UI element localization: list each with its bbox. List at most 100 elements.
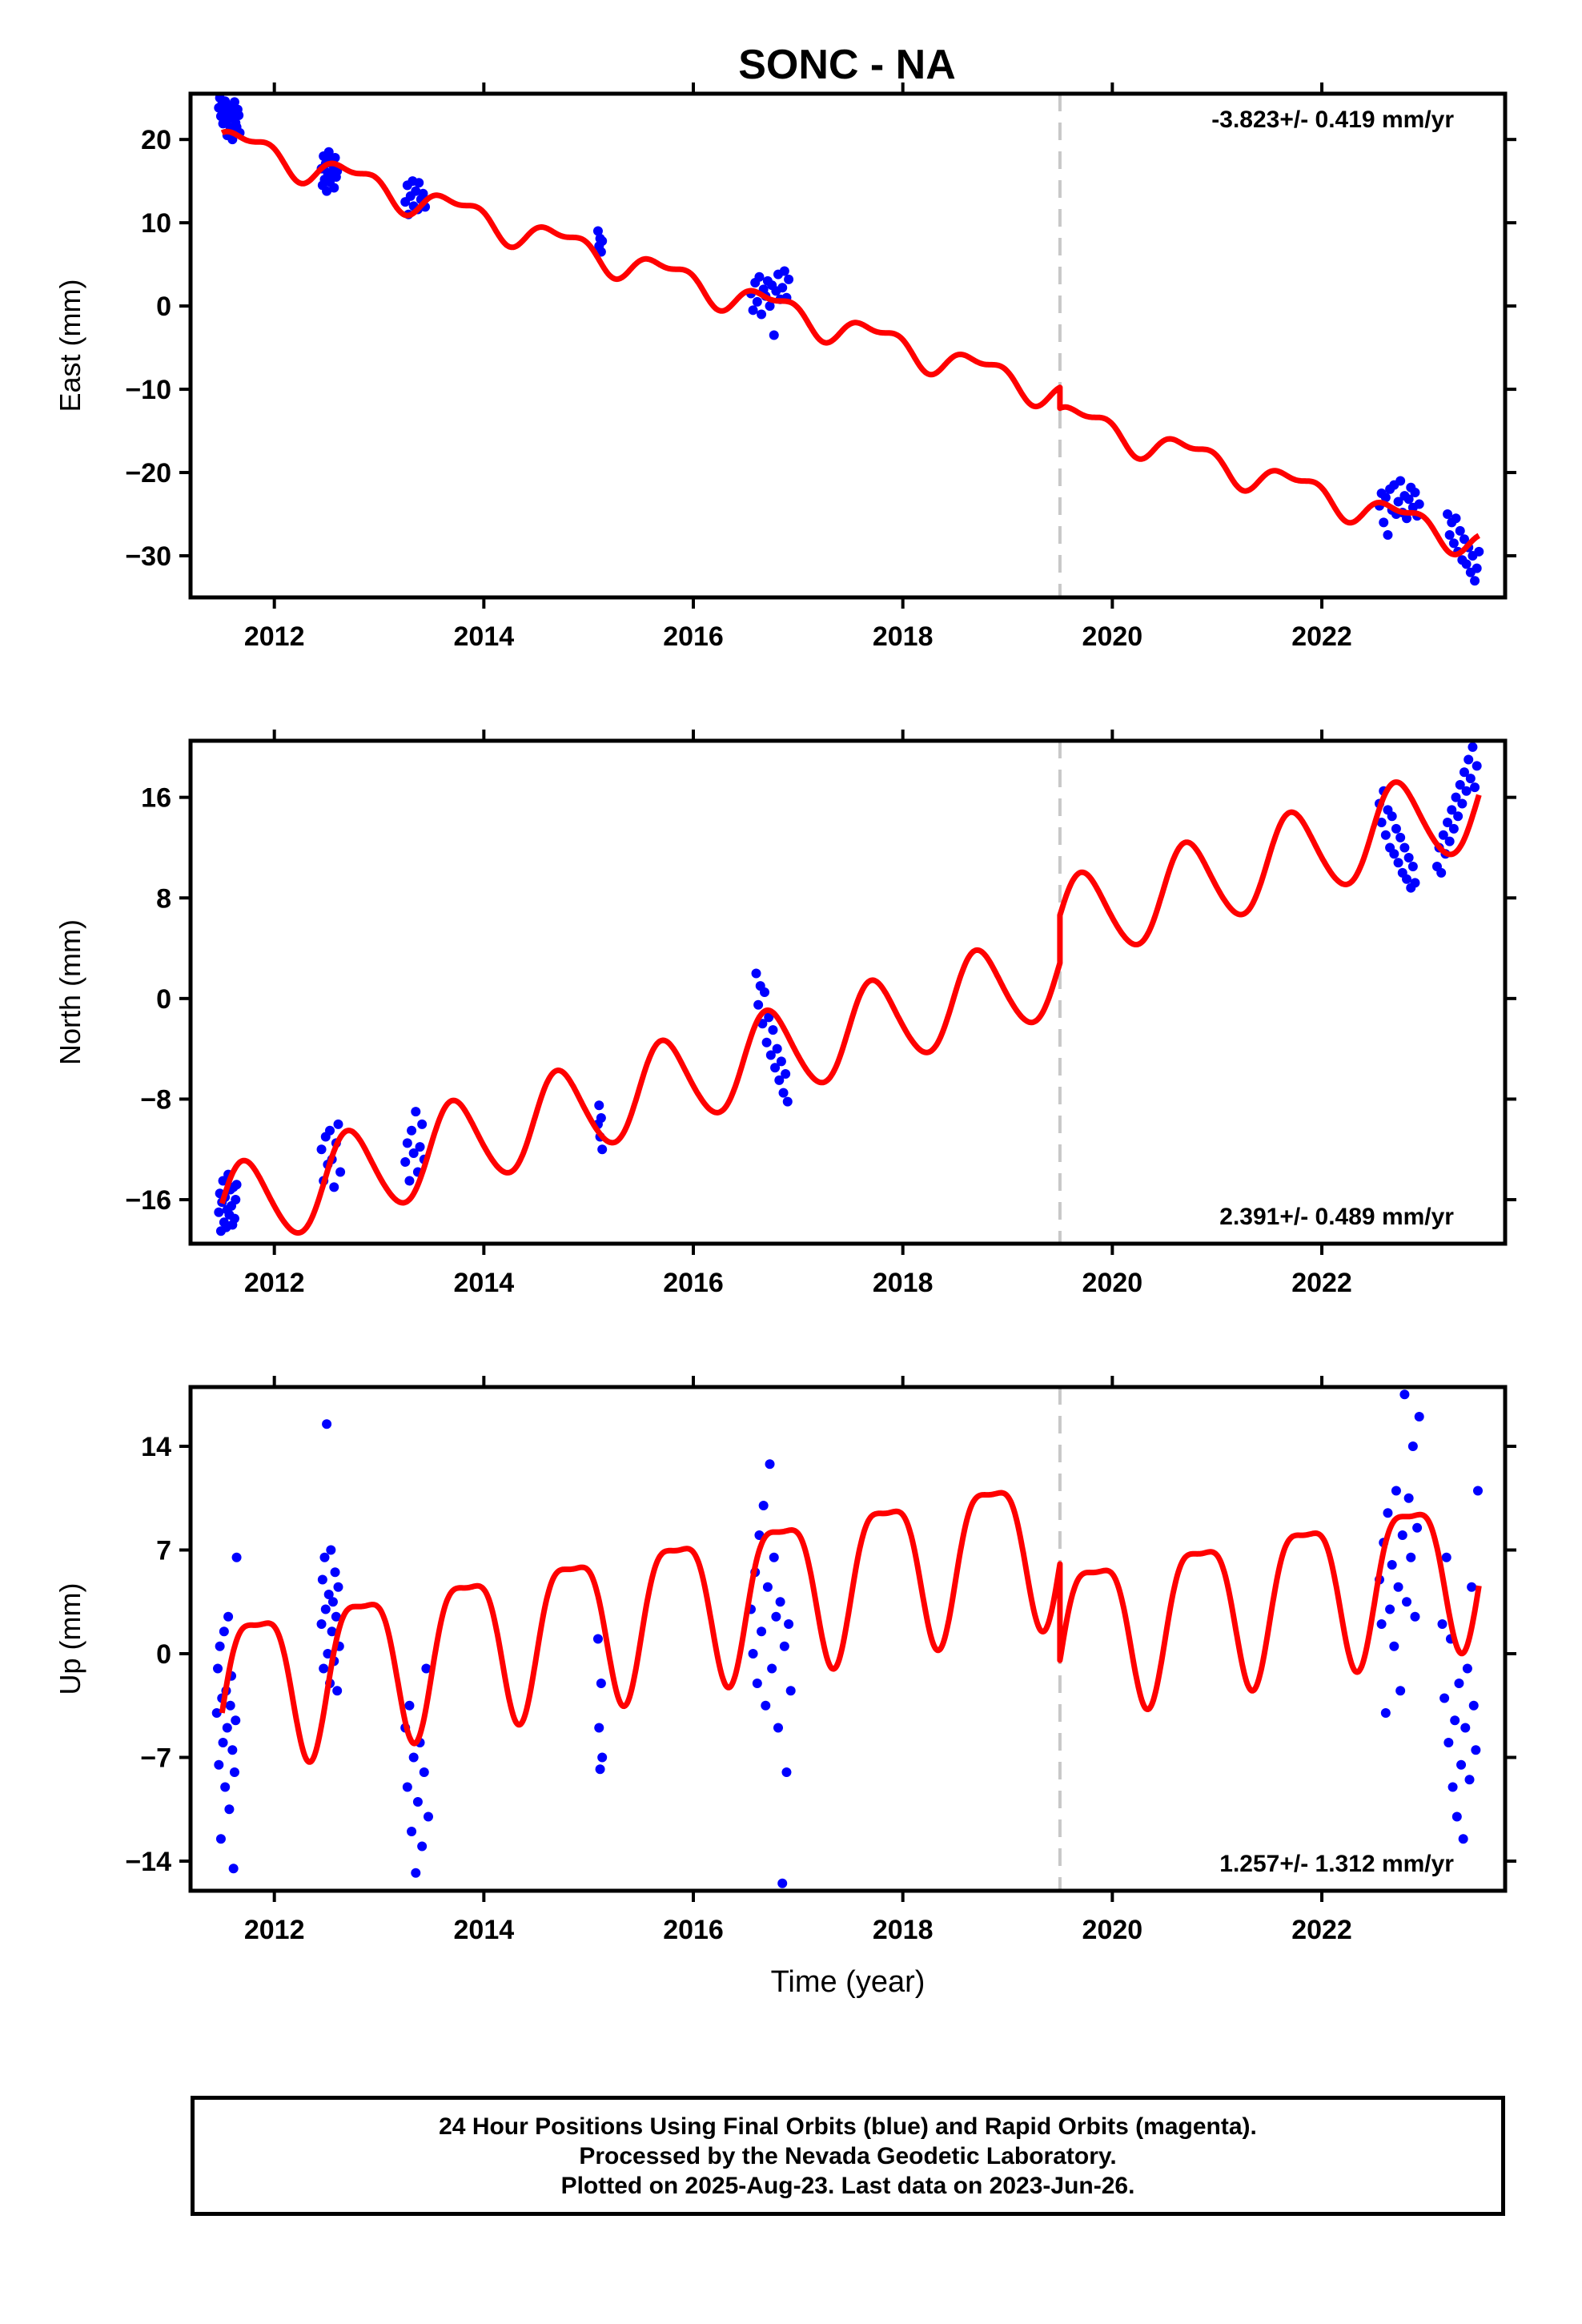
data-point-north bbox=[402, 1138, 412, 1148]
x-tick-label-up: 2018 bbox=[873, 1915, 934, 1945]
data-point-up bbox=[222, 1723, 232, 1733]
data-point-up bbox=[1452, 1811, 1462, 1822]
x-tick-label-up: 2016 bbox=[663, 1915, 724, 1945]
panels-group: −30 −20 −10 0 10 20 2012 2014 2016 2018 2020 2022 Ea… bbox=[54, 82, 1516, 1999]
data-point-north bbox=[1380, 830, 1391, 840]
y-axis-label-up: Up (mm) bbox=[54, 1583, 86, 1695]
data-point-up bbox=[332, 1686, 343, 1696]
data-point-up bbox=[1462, 1663, 1472, 1674]
footer-line-2: Processed by the Nevada Geodetic Laborat… bbox=[579, 2142, 1117, 2169]
x-tick-label-up: 2012 bbox=[244, 1915, 305, 1945]
data-point-up bbox=[1460, 1723, 1471, 1733]
data-point-north bbox=[1453, 811, 1464, 822]
y-tick-label-east: −20 bbox=[125, 458, 171, 489]
data-point-north bbox=[596, 1113, 606, 1123]
data-point-north bbox=[1387, 811, 1397, 822]
data-point-up bbox=[1412, 1522, 1423, 1533]
data-point-up bbox=[323, 1590, 334, 1599]
data-point-up bbox=[319, 1552, 330, 1562]
panel-frame-north bbox=[188, 738, 1508, 1246]
footer-line-1: 24 Hour Positions Using Final Orbits (bl… bbox=[439, 2113, 1257, 2140]
data-point-up bbox=[777, 1878, 788, 1888]
data-point-north bbox=[1389, 849, 1399, 859]
rate-label-north: 2.391+/- 0.489 mm/yr bbox=[1219, 1204, 1454, 1230]
data-point-up bbox=[779, 1641, 789, 1651]
y-tick-label-east: 0 bbox=[156, 292, 171, 322]
data-point-north bbox=[1403, 853, 1414, 863]
y-tick-label-north: −8 bbox=[140, 1084, 171, 1115]
data-point-up bbox=[771, 1611, 781, 1622]
data-point-east bbox=[329, 183, 339, 193]
x-tick-label-east: 2022 bbox=[1291, 621, 1352, 652]
plot-area-up bbox=[211, 1387, 1483, 1891]
data-point-north bbox=[781, 1069, 791, 1080]
x-axis-label: Time (year) bbox=[771, 1965, 926, 1999]
x-tick-label-north: 2022 bbox=[1291, 1268, 1352, 1298]
x-tick-label-north: 2018 bbox=[873, 1268, 934, 1298]
data-point-north bbox=[417, 1119, 428, 1129]
data-point-up bbox=[213, 1663, 223, 1674]
data-point-east bbox=[752, 296, 762, 307]
data-point-east bbox=[597, 236, 608, 247]
x-tick-label-east: 2012 bbox=[244, 621, 305, 652]
data-point-north bbox=[415, 1142, 425, 1152]
data-point-up bbox=[757, 1626, 767, 1637]
data-point-up bbox=[419, 1767, 429, 1777]
data-point-up bbox=[224, 1804, 235, 1815]
x-tick-label-up: 2020 bbox=[1082, 1915, 1143, 1945]
data-point-north bbox=[1402, 874, 1412, 884]
data-point-up bbox=[423, 1811, 433, 1822]
y-tick-label-east: −30 bbox=[125, 541, 171, 572]
data-point-up bbox=[769, 1552, 779, 1562]
data-point-east bbox=[1444, 530, 1455, 541]
data-point-up bbox=[412, 1797, 423, 1807]
data-point-up bbox=[231, 1715, 241, 1726]
data-point-east bbox=[1474, 546, 1484, 557]
data-point-up bbox=[215, 1641, 225, 1651]
data-point-up bbox=[220, 1782, 231, 1792]
chart-title: SONC - NA bbox=[738, 42, 956, 88]
data-point-up bbox=[1395, 1686, 1406, 1696]
y-tick-label-up: 7 bbox=[156, 1536, 171, 1566]
data-point-up bbox=[225, 1700, 235, 1711]
data-point-up bbox=[1391, 1486, 1401, 1496]
data-point-east bbox=[1443, 509, 1453, 520]
data-point-up bbox=[1447, 1782, 1458, 1792]
data-point-east bbox=[1403, 494, 1414, 505]
data-point-north bbox=[1461, 786, 1472, 796]
data-point-up bbox=[319, 1663, 329, 1674]
data-point-up bbox=[1471, 1745, 1481, 1755]
rate-label-east: -3.823+/- 0.419 mm/yr bbox=[1211, 107, 1454, 133]
data-point-up bbox=[596, 1679, 606, 1688]
data-point-up bbox=[592, 1634, 603, 1644]
x-tick-label-north: 2012 bbox=[244, 1268, 305, 1298]
x-tick-label-east: 2020 bbox=[1082, 621, 1143, 652]
y-tick-label-up: −7 bbox=[140, 1743, 171, 1774]
data-point-up bbox=[1383, 1508, 1393, 1518]
data-point-east bbox=[592, 226, 603, 236]
data-point-north bbox=[594, 1100, 604, 1111]
data-point-up bbox=[1454, 1679, 1464, 1688]
x-tick-label-east: 2014 bbox=[454, 621, 515, 652]
data-point-north bbox=[1436, 867, 1447, 878]
data-point-north bbox=[1410, 878, 1420, 888]
data-point-north bbox=[1448, 823, 1459, 834]
data-point-up bbox=[316, 1619, 327, 1629]
data-point-north bbox=[751, 968, 761, 979]
data-point-up bbox=[762, 1582, 773, 1592]
data-point-north bbox=[1470, 782, 1480, 793]
data-point-east bbox=[414, 178, 424, 188]
data-point-east bbox=[229, 97, 239, 107]
rate-label-up: 1.257+/- 1.312 mm/yr bbox=[1219, 1851, 1454, 1877]
y-tick-label-up: 14 bbox=[141, 1432, 171, 1462]
data-point-north bbox=[759, 987, 769, 997]
data-point-up bbox=[333, 1582, 343, 1592]
data-point-east bbox=[1459, 534, 1469, 545]
data-point-north bbox=[335, 1167, 346, 1177]
data-point-up bbox=[773, 1723, 783, 1733]
data-point-up bbox=[1387, 1560, 1397, 1570]
x-tick-label-east: 2018 bbox=[873, 621, 934, 652]
y-tick-label-north: 16 bbox=[141, 783, 171, 814]
data-point-up bbox=[1389, 1641, 1399, 1651]
data-point-up bbox=[781, 1767, 792, 1777]
